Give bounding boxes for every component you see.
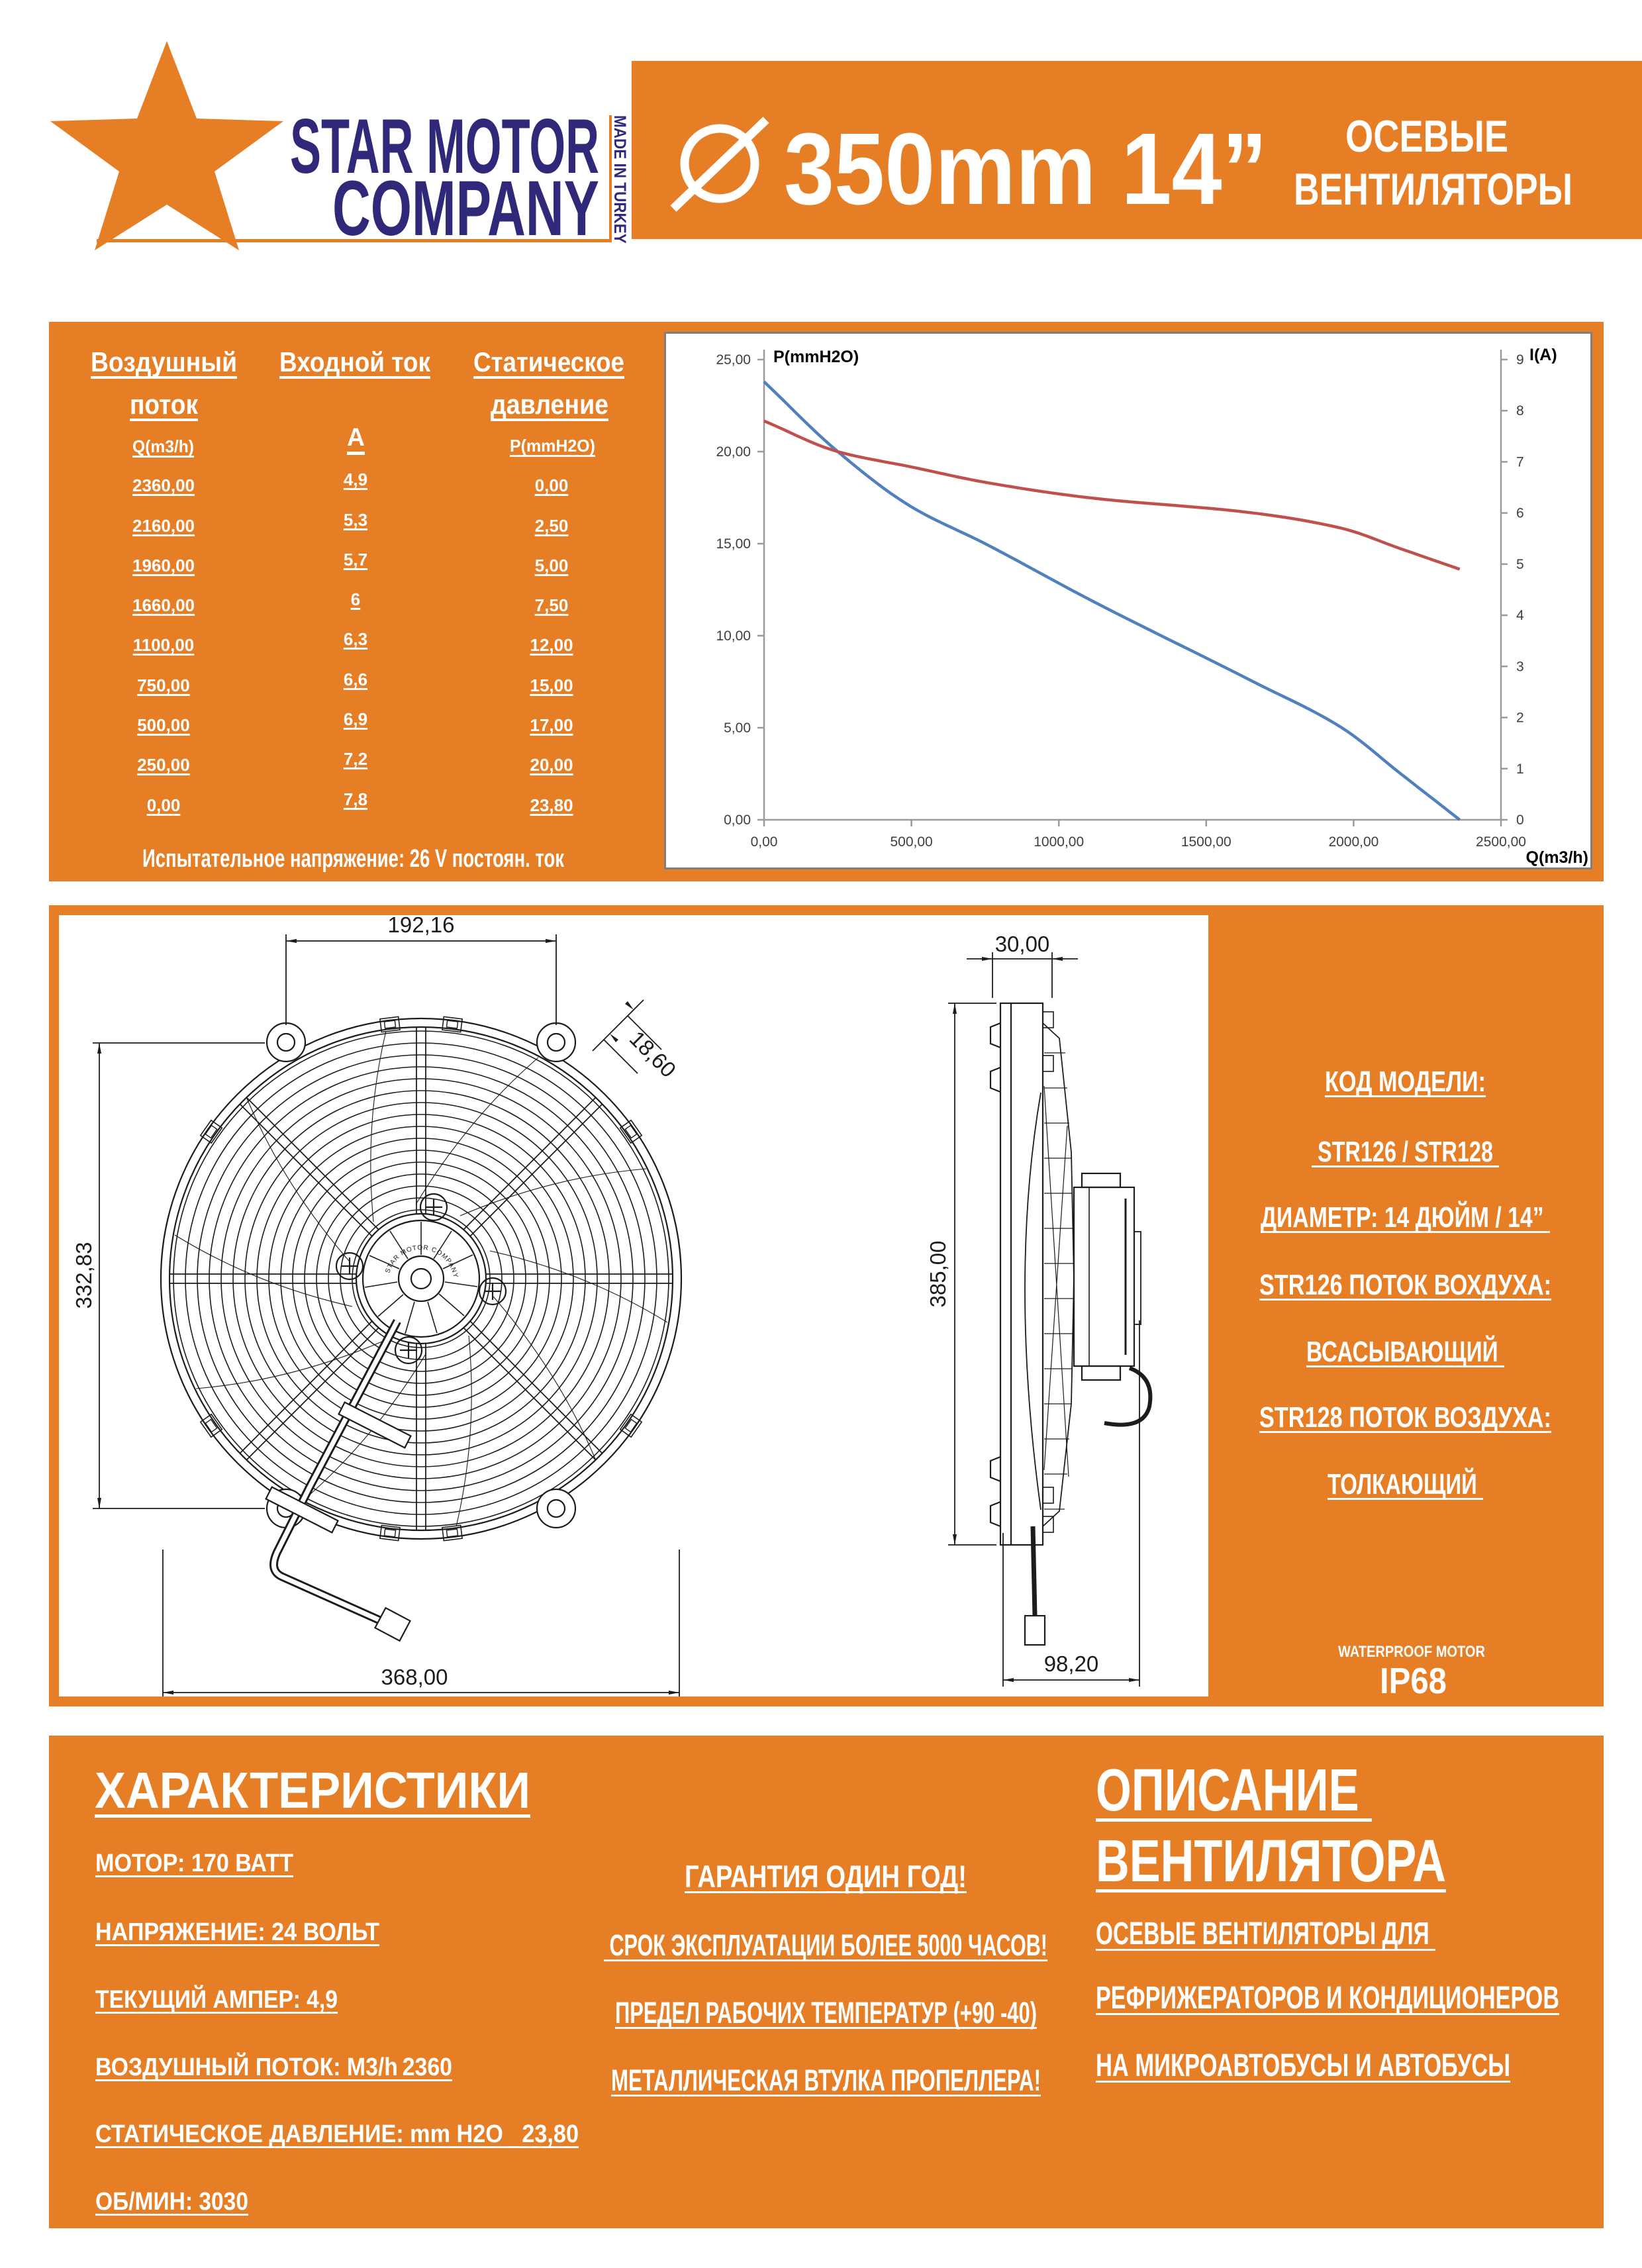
svg-text:6: 6 — [1516, 506, 1524, 521]
svg-text:1500,00: 1500,00 — [1181, 834, 1232, 850]
svg-text:20,00: 20,00 — [716, 444, 751, 460]
svg-text:0: 0 — [1516, 813, 1524, 828]
svg-text:5,00: 5,00 — [724, 720, 751, 736]
svg-text:P(mmH2O): P(mmH2O) — [773, 348, 859, 366]
svg-text:3: 3 — [1516, 659, 1524, 674]
svg-text:4: 4 — [1516, 608, 1524, 623]
svg-text:5: 5 — [1516, 557, 1524, 572]
svg-text:Q(m3/h): Q(m3/h) — [1526, 848, 1588, 867]
svg-text:1000,00: 1000,00 — [1034, 834, 1084, 850]
svg-text:0,00: 0,00 — [724, 813, 751, 828]
svg-text:332,83: 332,83 — [72, 1242, 96, 1309]
svg-text:25,00: 25,00 — [716, 352, 751, 368]
svg-text:0,00: 0,00 — [751, 834, 778, 850]
svg-text:9: 9 — [1516, 352, 1524, 368]
svg-text:385,00: 385,00 — [926, 1241, 950, 1308]
svg-text:192,16: 192,16 — [388, 915, 455, 937]
svg-text:2000,00: 2000,00 — [1328, 834, 1378, 850]
svg-text:I(A): I(A) — [1529, 346, 1557, 364]
svg-text:10,00: 10,00 — [716, 628, 751, 644]
svg-text:500,00: 500,00 — [890, 834, 932, 850]
svg-text:15,00: 15,00 — [716, 536, 751, 552]
svg-text:2500,00: 2500,00 — [1476, 834, 1526, 850]
svg-text:2: 2 — [1516, 711, 1524, 726]
svg-text:368,00: 368,00 — [381, 1665, 448, 1689]
svg-text:7: 7 — [1516, 454, 1524, 469]
svg-text:30,00: 30,00 — [995, 932, 1050, 956]
svg-text:98,20: 98,20 — [1044, 1652, 1099, 1676]
svg-text:8: 8 — [1516, 403, 1524, 419]
svg-text:1: 1 — [1516, 762, 1524, 777]
svg-text:18,60: 18,60 — [625, 1026, 681, 1083]
svg-text:STAR MOTOR COMPANY: STAR MOTOR COMPANY — [384, 1244, 459, 1279]
